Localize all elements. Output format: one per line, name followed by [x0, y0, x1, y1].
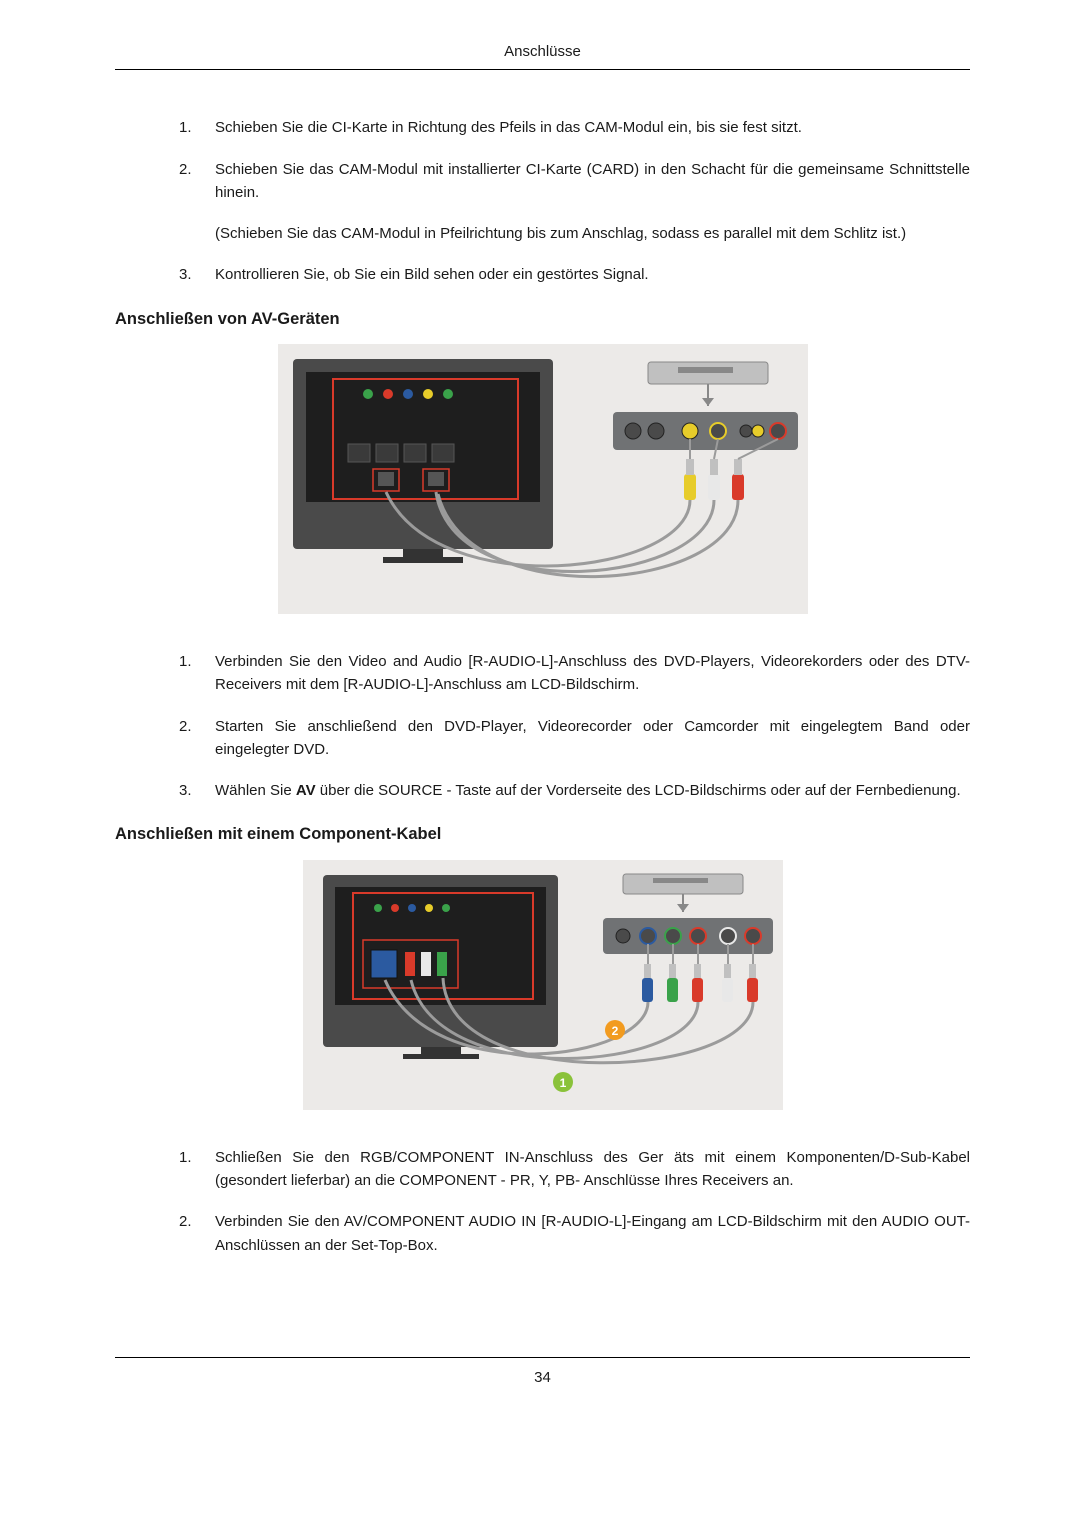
- av-list: Verbinden Sie den Video and Audio [R-AUD…: [179, 650, 970, 802]
- ci-item-1: Schieben Sie die CI-Karte in Richtung de…: [179, 116, 970, 139]
- component-item-2: Verbinden Sie den AV/COMPONENT AUDIO IN …: [179, 1210, 970, 1257]
- av-diagram-svg: [278, 344, 808, 614]
- av-diagram: [115, 344, 970, 614]
- ci-item-3-text: Kontrollieren Sie, ob Sie ein Bild sehen…: [215, 266, 649, 283]
- page-header: Anschlüsse: [115, 40, 970, 70]
- component-diagram-svg: 2 1: [303, 860, 783, 1110]
- av-item-3-bold: AV: [296, 782, 316, 799]
- ci-item-3: Kontrollieren Sie, ob Sie ein Bild sehen…: [179, 263, 970, 286]
- ci-item-2-text: Schieben Sie das CAM-Modul mit installie…: [215, 161, 970, 201]
- header-title: Anschlüsse: [504, 43, 581, 60]
- av-item-2-text: Starten Sie anschließend den DVD-Player,…: [215, 718, 970, 758]
- av-heading: Anschließen von AV-Geräten: [115, 307, 970, 333]
- av-item-3-prefix: Wählen Sie: [215, 782, 296, 799]
- page-number: 34: [534, 1369, 551, 1386]
- av-item-1: Verbinden Sie den Video and Audio [R-AUD…: [179, 650, 970, 697]
- av-item-3: Wählen Sie AV über die SOURCE - Taste au…: [179, 779, 970, 802]
- component-item-2-text: Verbinden Sie den AV/COMPONENT AUDIO IN …: [215, 1213, 970, 1253]
- av-item-3-suffix: über die SOURCE - Taste auf der Vorderse…: [316, 782, 961, 799]
- ci-item-1-text: Schieben Sie die CI-Karte in Richtung de…: [215, 119, 802, 136]
- av-item-2: Starten Sie anschließend den DVD-Player,…: [179, 715, 970, 762]
- component-heading: Anschließen mit einem Component-Kabel: [115, 822, 970, 848]
- component-diagram: 2 1: [115, 860, 970, 1110]
- component-item-1-text: Schließen Sie den RGB/COMPONENT IN-Ansch…: [215, 1149, 970, 1189]
- svg-text:2: 2: [611, 1024, 618, 1038]
- av-item-1-text: Verbinden Sie den Video and Audio [R-AUD…: [215, 653, 970, 693]
- ci-list: Schieben Sie die CI-Karte in Richtung de…: [179, 116, 970, 286]
- svg-text:1: 1: [559, 1076, 566, 1090]
- ci-item-2-sub: (Schieben Sie das CAM-Modul in Pfeilrich…: [215, 222, 970, 245]
- component-list: Schließen Sie den RGB/COMPONENT IN-Ansch…: [179, 1146, 970, 1257]
- component-item-1: Schließen Sie den RGB/COMPONENT IN-Ansch…: [179, 1146, 970, 1193]
- ci-item-2: Schieben Sie das CAM-Modul mit installie…: [179, 158, 970, 246]
- page-footer: 34: [115, 1357, 970, 1389]
